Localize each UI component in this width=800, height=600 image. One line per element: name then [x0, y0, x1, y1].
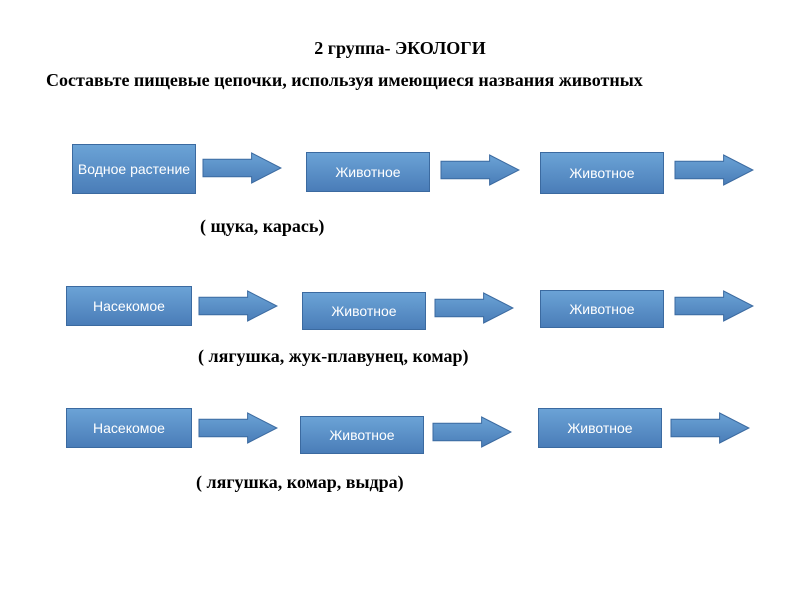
page-subtitle: Составьте пищевые цепочки, используя име… [46, 68, 732, 92]
arrow-right-icon [198, 290, 278, 322]
arrow-right-icon [674, 154, 754, 186]
chain-node: Животное [540, 290, 664, 328]
arrow-right-icon [434, 292, 514, 324]
page-title: 2 группа- ЭКОЛОГИ [0, 38, 800, 59]
chain-node: Животное [300, 416, 424, 454]
chain-hint: ( лягушка, жук-плавунец, комар) [198, 346, 468, 367]
arrow-right-icon [670, 412, 750, 444]
chain-node: Животное [540, 152, 664, 194]
chain-node: Животное [538, 408, 662, 448]
arrow-right-icon [674, 290, 754, 322]
chain-node: Животное [302, 292, 426, 330]
arrow-right-icon [202, 152, 282, 184]
chain-hint: ( лягушка, комар, выдра) [196, 472, 404, 493]
chain-node: Животное [306, 152, 430, 192]
arrow-right-icon [198, 412, 278, 444]
chain-hint: ( щука, карась) [200, 216, 324, 237]
arrow-right-icon [440, 154, 520, 186]
arrow-right-icon [432, 416, 512, 448]
chain-node: Насекомое [66, 286, 192, 326]
chain-node: Водное растение [72, 144, 196, 194]
chain-node: Насекомое [66, 408, 192, 448]
